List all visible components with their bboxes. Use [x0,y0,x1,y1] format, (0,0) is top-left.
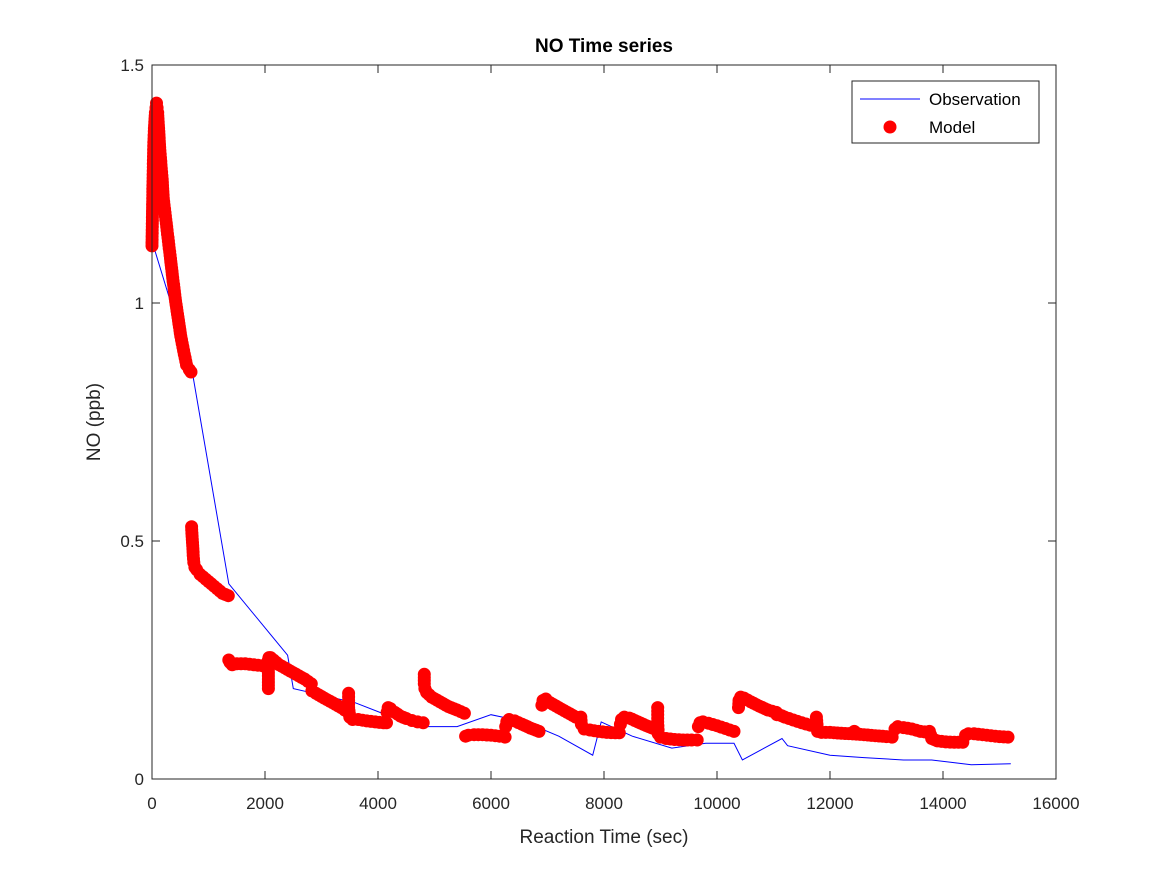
x-tick-label: 2000 [246,794,284,813]
x-tick-label: 8000 [585,794,623,813]
model-point [498,730,512,744]
y-tick-label: 0.5 [120,532,144,551]
x-tick-label: 16000 [1032,794,1079,813]
y-tick-label: 0 [135,770,144,789]
legend-model-marker [883,120,897,134]
model-point [850,726,864,740]
plot-area [152,65,1056,779]
x-axis: 0 2000 4000 6000 8000 10000 12000 14000 16000 [147,65,1080,813]
model-point [457,706,471,720]
x-tick-label: 6000 [472,794,510,813]
x-axis-label: Reaction Time (sec) [520,827,689,848]
series-layer [145,96,1015,766]
y-axis-label: NO (ppb) [84,383,105,461]
y-tick-label: 1.5 [120,56,144,75]
x-tick-label: 0 [147,794,156,813]
model-point [221,589,235,603]
model-point [690,733,704,747]
legend-box [851,80,1040,144]
legend-model-label: Model [929,118,975,137]
model-point [532,724,546,738]
series-model [145,96,1015,749]
model-point [416,716,430,730]
x-tick-label: 4000 [359,794,397,813]
chart-title: NO Time series [535,36,673,57]
y-tick-label: 1 [135,294,144,313]
legend-observation-label: Observation [929,90,1021,109]
model-point [1001,730,1015,744]
model-point [380,716,393,730]
x-tick-label: 12000 [806,794,853,813]
model-point [184,365,198,379]
x-tick-label: 14000 [919,794,966,813]
legend: Observation Model [851,80,1040,144]
x-tick-label: 10000 [693,794,740,813]
model-point [727,724,741,738]
y-axis: 0 0.5 1 1.5 [120,56,1056,789]
